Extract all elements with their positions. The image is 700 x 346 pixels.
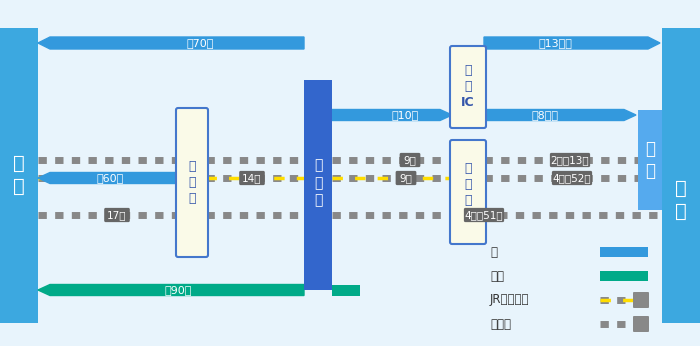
FancyArrow shape <box>38 173 178 183</box>
Text: 14分: 14分 <box>242 173 262 183</box>
Text: 約70分: 約70分 <box>186 38 214 48</box>
FancyBboxPatch shape <box>239 171 265 185</box>
FancyBboxPatch shape <box>464 208 504 222</box>
Bar <box>662 28 700 323</box>
Text: 新
下
関
駅: 新 下 関 駅 <box>464 162 472 222</box>
Text: 下
関
IC: 下 関 IC <box>461 64 475 109</box>
FancyArrow shape <box>332 109 452 120</box>
Text: 約60分: 約60分 <box>97 173 124 183</box>
Bar <box>0 28 38 323</box>
Text: 大
阪: 大 阪 <box>645 140 655 180</box>
FancyBboxPatch shape <box>550 153 590 167</box>
Bar <box>600 247 648 257</box>
Bar <box>332 284 360 295</box>
Text: 4時間51分: 4時間51分 <box>465 210 503 220</box>
Text: 下
関
駅: 下 関 駅 <box>314 159 322 207</box>
Text: バス: バス <box>490 270 504 282</box>
Text: JR・地下鉄: JR・地下鉄 <box>490 293 529 307</box>
Text: 新幹線: 新幹線 <box>490 318 511 330</box>
Text: 4時間52分: 4時間52分 <box>553 173 592 183</box>
FancyArrow shape <box>484 109 636 120</box>
Text: 約13時間: 約13時間 <box>538 38 572 48</box>
FancyBboxPatch shape <box>395 171 416 185</box>
Text: 9分: 9分 <box>400 173 412 183</box>
FancyBboxPatch shape <box>552 171 592 185</box>
Bar <box>600 271 648 281</box>
Text: 約90分: 約90分 <box>164 285 192 295</box>
Text: 小
倉
駅: 小 倉 駅 <box>188 161 196 206</box>
FancyBboxPatch shape <box>400 153 421 167</box>
FancyBboxPatch shape <box>633 316 649 332</box>
FancyBboxPatch shape <box>104 208 130 222</box>
Bar <box>304 80 332 290</box>
FancyArrow shape <box>38 37 304 49</box>
FancyBboxPatch shape <box>176 108 208 257</box>
FancyBboxPatch shape <box>633 292 649 308</box>
FancyBboxPatch shape <box>450 140 486 244</box>
Text: 約8時間: 約8時間 <box>531 110 559 120</box>
Text: 東
京: 東 京 <box>675 179 687 221</box>
Text: 9分: 9分 <box>404 155 416 165</box>
Text: 車: 車 <box>490 246 497 258</box>
Text: 約10分: 約10分 <box>391 110 419 120</box>
FancyArrow shape <box>484 37 660 49</box>
Text: 17分: 17分 <box>107 210 127 220</box>
Text: 福
岡: 福 岡 <box>13 154 25 196</box>
FancyBboxPatch shape <box>450 46 486 128</box>
FancyArrow shape <box>38 284 304 295</box>
Text: 2時間13分: 2時間13分 <box>551 155 589 165</box>
Bar <box>638 110 662 210</box>
